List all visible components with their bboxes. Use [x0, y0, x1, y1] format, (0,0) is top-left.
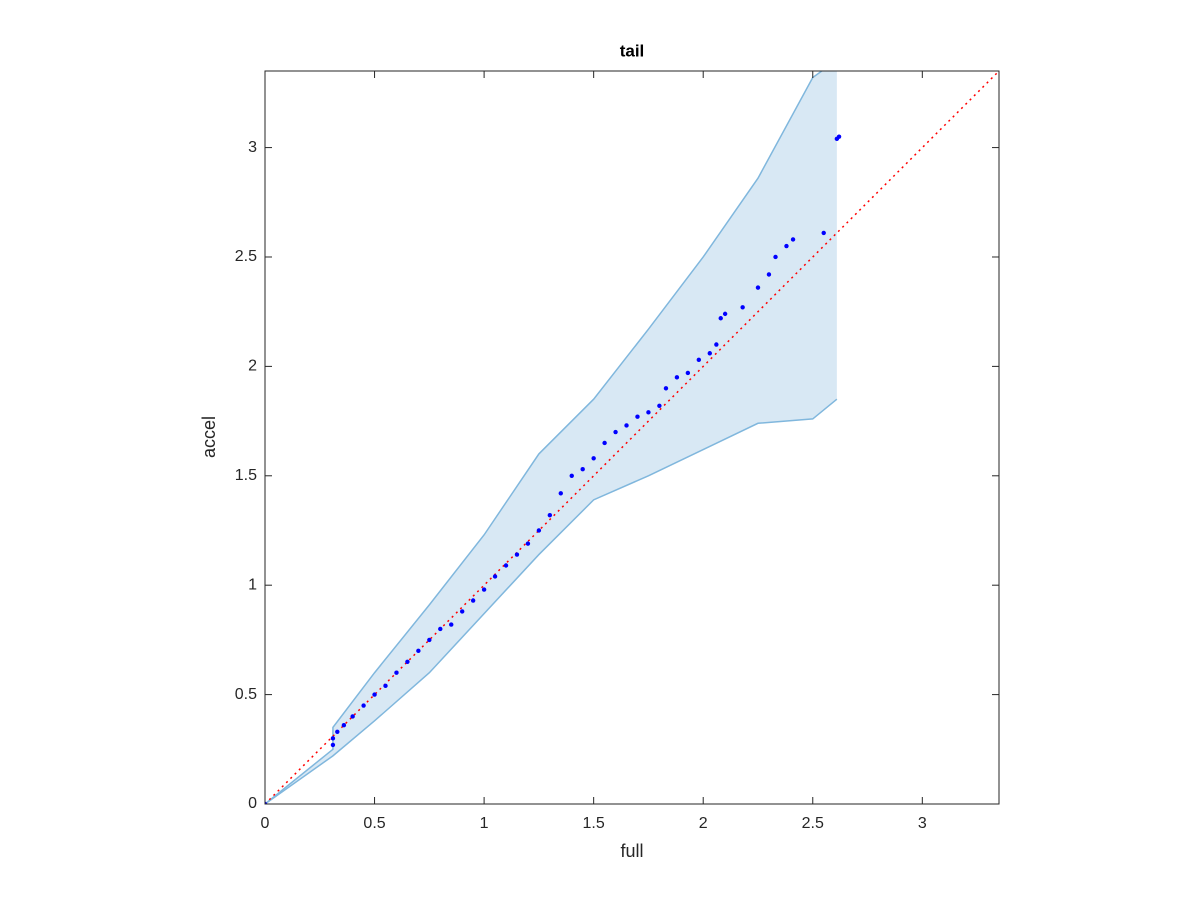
point — [372, 692, 377, 697]
point — [558, 491, 563, 496]
point — [438, 626, 443, 632]
reference-line — [265, 71, 999, 804]
point — [341, 723, 347, 728]
axes-box — [264, 70, 1000, 805]
x-tick-label: 1 — [480, 815, 489, 832]
point — [580, 467, 585, 472]
point — [481, 587, 487, 592]
point — [547, 512, 553, 518]
y-tick-label: 1 — [248, 576, 257, 593]
point — [624, 423, 629, 428]
point — [722, 311, 728, 317]
point — [265, 801, 268, 804]
point — [405, 659, 410, 664]
point — [470, 598, 476, 603]
y-tick-label: 0 — [248, 795, 257, 812]
point — [773, 254, 778, 260]
chart-title: tail — [620, 41, 645, 60]
point — [685, 370, 691, 376]
point — [602, 440, 607, 446]
x-tick-label: 1.5 — [583, 815, 605, 832]
y-tick-label: 3 — [248, 139, 257, 156]
band-lower — [265, 398, 838, 804]
point — [361, 703, 366, 708]
point — [613, 429, 618, 435]
point — [755, 285, 761, 290]
point — [696, 357, 702, 363]
y-axis-label: accel — [199, 416, 219, 458]
point — [525, 541, 531, 546]
point — [427, 637, 432, 643]
point — [350, 714, 355, 719]
point — [591, 456, 596, 461]
point — [766, 272, 772, 277]
point — [536, 528, 542, 533]
point — [330, 742, 336, 748]
point — [836, 134, 842, 139]
point — [663, 386, 669, 391]
x-tick-label: 3 — [918, 815, 927, 832]
point — [821, 230, 826, 236]
point — [330, 736, 336, 741]
point — [714, 342, 719, 347]
point — [674, 375, 680, 380]
y-tick-label: 2.5 — [235, 248, 257, 265]
x-tick-label: 2.5 — [802, 815, 824, 832]
point — [394, 670, 399, 675]
point — [635, 414, 640, 419]
confidence-band — [265, 71, 837, 804]
band-upper — [265, 71, 824, 804]
x-tick-label: 0 — [261, 815, 270, 832]
y-tick-label: 1.5 — [235, 467, 257, 484]
point — [740, 305, 745, 310]
point — [503, 563, 509, 568]
point — [707, 351, 712, 356]
point — [492, 574, 498, 579]
y-tick-label: 0.5 — [235, 686, 257, 703]
x-tick-label: 2 — [699, 815, 708, 832]
point — [790, 237, 796, 242]
point — [514, 552, 520, 557]
point — [449, 622, 454, 627]
point — [459, 609, 465, 614]
point — [569, 473, 574, 478]
y-tick-label: 2 — [248, 358, 257, 375]
point — [646, 410, 651, 415]
point — [718, 316, 723, 321]
point — [784, 243, 789, 249]
point — [383, 683, 388, 689]
x-tick-label: 0.5 — [363, 815, 385, 832]
plot-area — [265, 71, 999, 804]
point — [416, 648, 421, 654]
point — [335, 729, 340, 734]
x-axis-label: full — [620, 841, 643, 861]
point — [657, 403, 662, 408]
